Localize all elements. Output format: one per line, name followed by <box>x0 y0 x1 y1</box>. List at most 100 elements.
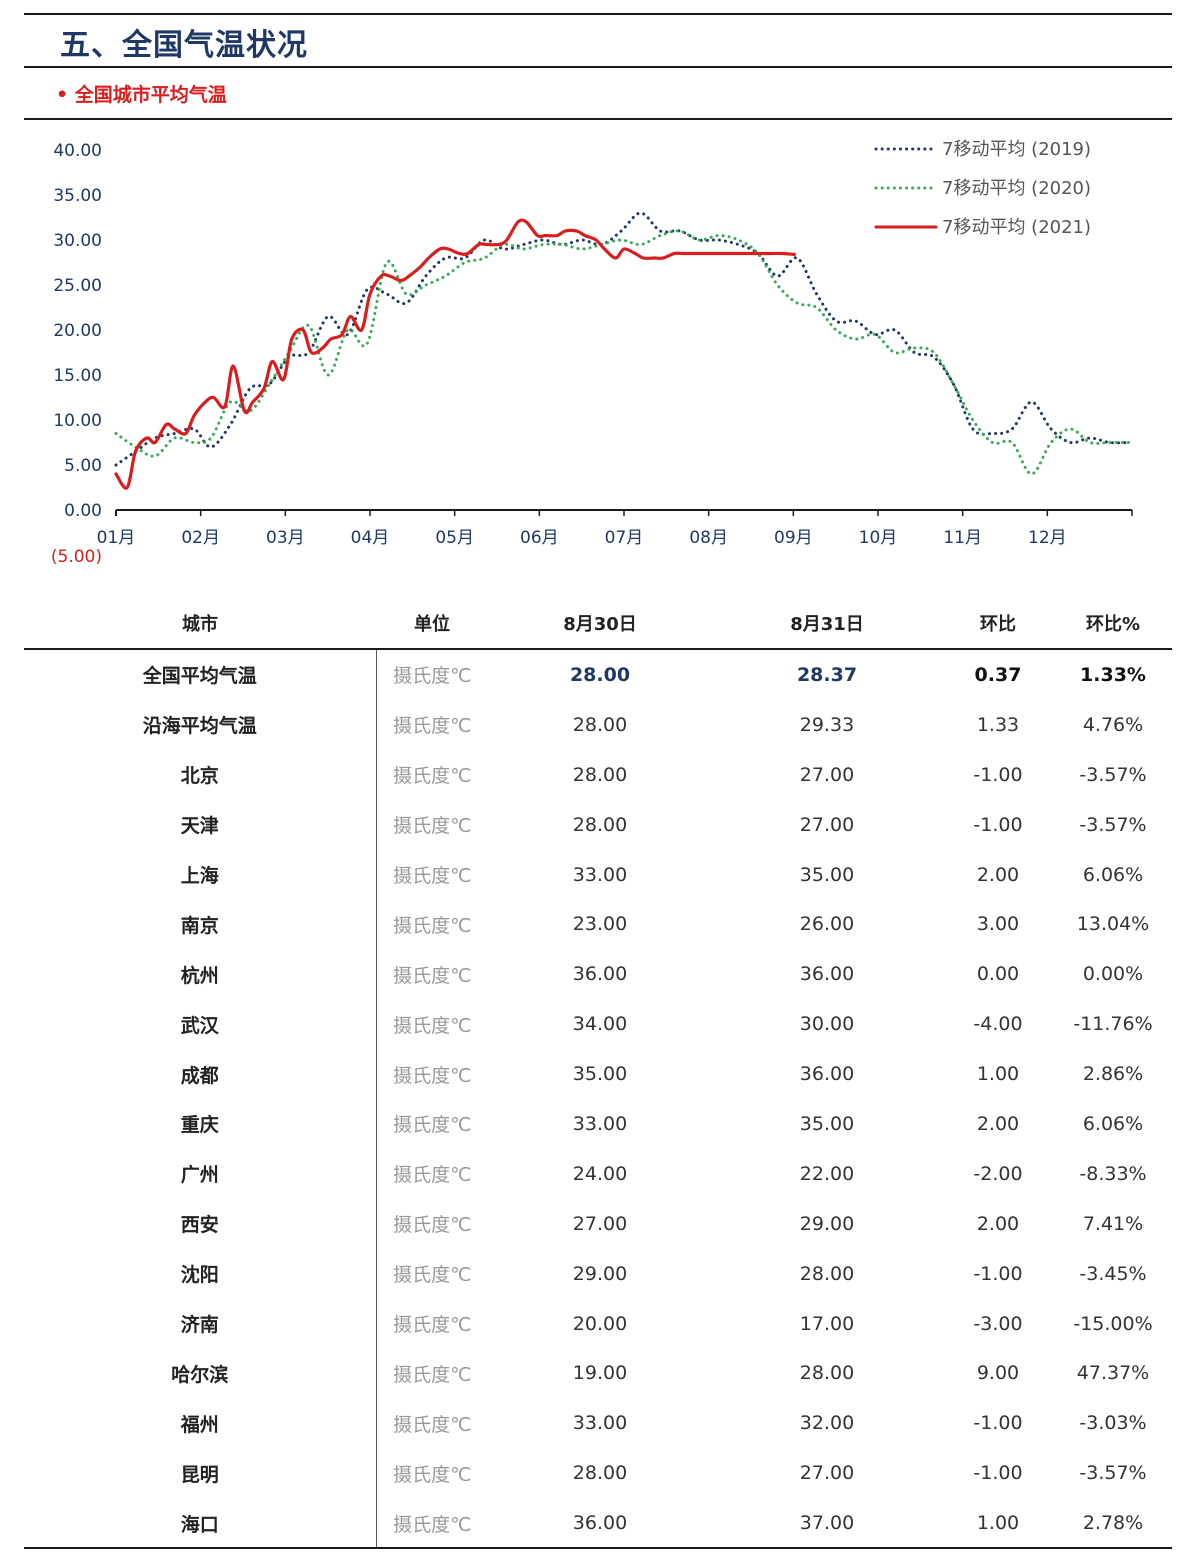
change-value: 2.00 <box>976 1212 1020 1235</box>
unit-cell: 摄氏度℃ <box>375 649 488 700</box>
aug30-value: 33.00 <box>572 1412 628 1435</box>
aug30-value: 35.00 <box>572 1063 628 1086</box>
table-row: 昆明 摄氏度℃ 28.00 27.00 -1.00 -3.57% <box>24 1448 1172 1499</box>
x-tick-label: 09月 <box>774 528 813 548</box>
chart-subtitle: • 全国城市平均气温 <box>56 84 227 106</box>
change-pct-value: 47.37% <box>1076 1362 1150 1385</box>
change-value: -3.00 <box>973 1312 1023 1335</box>
x-tick-label: 06月 <box>520 528 559 548</box>
aug30-value: 27.00 <box>572 1212 628 1235</box>
unit-cell: 摄氏度℃ <box>375 849 488 900</box>
change-value: 1.00 <box>976 1512 1020 1535</box>
aug31-value: 28.37 <box>796 663 858 686</box>
x-tick-label: 07月 <box>605 528 644 548</box>
series-2020-line <box>114 229 1131 476</box>
legend-item-2020: 7移动平均 (2020) <box>942 178 1091 199</box>
aug31-value: 37.00 <box>799 1512 855 1535</box>
city-name: 西安 <box>180 1214 219 1237</box>
legend-item-2019: 7移动平均 (2019) <box>942 139 1091 160</box>
table-row: 北京 摄氏度℃ 28.00 27.00 -1.00 -3.57% <box>24 749 1172 800</box>
city-name: 全国平均气温 <box>142 665 257 688</box>
aug30-value: 33.00 <box>572 863 628 886</box>
aug30-value: 28.00 <box>572 813 628 836</box>
city-name: 海口 <box>180 1513 219 1536</box>
unit-cell: 摄氏度℃ <box>375 1448 488 1499</box>
table-row: 天津 摄氏度℃ 28.00 27.00 -1.00 -3.57% <box>24 799 1172 850</box>
table-row: 成都 摄氏度℃ 35.00 36.00 1.00 2.86% <box>24 1049 1172 1100</box>
aug30-value: 28.00 <box>569 663 631 686</box>
city-name: 哈尔滨 <box>171 1363 229 1386</box>
table-row: 杭州 摄氏度℃ 36.00 36.00 0.00 0.00% <box>24 949 1172 1000</box>
change-pct-value: -3.03% <box>1079 1412 1147 1435</box>
aug31-value: 32.00 <box>799 1412 855 1435</box>
city-name: 昆明 <box>180 1463 219 1486</box>
aug31-value: 28.00 <box>799 1362 855 1385</box>
title-underline <box>24 66 1172 68</box>
change-pct-value: -3.57% <box>1079 813 1147 836</box>
change-value: -1.00 <box>973 1462 1023 1485</box>
aug31-value: 30.00 <box>799 1013 855 1036</box>
unit-cell: 摄氏度℃ <box>375 1099 488 1149</box>
aug30-value: 20.00 <box>572 1312 628 1335</box>
change-value: 3.00 <box>976 913 1020 936</box>
chart-top-rule <box>24 118 1172 120</box>
y-tick-label: 10.00 <box>53 411 102 431</box>
change-pct-value: 4.76% <box>1082 713 1144 736</box>
aug31-value: 35.00 <box>799 863 855 886</box>
y-tick-label: 15.00 <box>53 366 102 386</box>
change-pct-value: -3.57% <box>1079 1462 1147 1485</box>
city-temperature-table: 城市 单位 8月30日 8月31日 环比 环比% 全国平均气温 摄氏度℃ 28.00… <box>24 598 1172 1549</box>
table-row: 南京 摄氏度℃ 23.00 26.00 3.00 13.04% <box>24 899 1172 950</box>
change-value: -1.00 <box>973 763 1023 786</box>
city-name: 上海 <box>180 865 219 887</box>
change-value: -4.00 <box>973 1013 1023 1036</box>
aug30-value: 28.00 <box>572 1462 628 1485</box>
y-tick-label: 30.00 <box>53 231 102 251</box>
header-city: 城市 <box>24 598 376 650</box>
change-value: -1.00 <box>973 813 1023 836</box>
city-name: 沈阳 <box>180 1264 219 1287</box>
unit-cell: 摄氏度℃ <box>375 999 488 1050</box>
aug30-value: 36.00 <box>572 1512 628 1535</box>
table-row: 广州 摄氏度℃ 24.00 22.00 -2.00 -8.33% <box>24 1148 1172 1199</box>
x-tick-label: 10月 <box>859 528 898 548</box>
change-pct-value: 2.86% <box>1082 1063 1144 1086</box>
city-name: 重庆 <box>180 1114 219 1137</box>
aug30-value: 33.00 <box>572 1112 628 1135</box>
table-bottom-rule <box>24 1547 1172 1549</box>
table-row: 全国平均气温 摄氏度℃ 28.00 28.37 0.37 1.33% <box>24 649 1172 700</box>
change-pct-value: -3.45% <box>1079 1262 1147 1285</box>
unit-cell: 摄氏度℃ <box>375 1198 488 1249</box>
unit-cell: 摄氏度℃ <box>375 1148 488 1199</box>
unit-cell: 摄氏度℃ <box>375 1498 488 1549</box>
y-negative-label: (5.00) <box>51 547 102 567</box>
x-tick-label: 02月 <box>181 528 220 548</box>
x-tick-label: 11月 <box>943 528 982 548</box>
x-tick-label: 04月 <box>351 528 390 548</box>
y-tick-label: 35.00 <box>53 186 102 206</box>
city-name: 广州 <box>180 1164 219 1187</box>
table-row: 武汉 摄氏度℃ 34.00 30.00 -4.00 -11.76% <box>24 999 1172 1050</box>
change-value: -2.00 <box>973 1162 1023 1185</box>
unit-cell: 摄氏度℃ <box>375 1049 488 1100</box>
city-name: 武汉 <box>180 1014 219 1037</box>
change-pct-value: 13.04% <box>1076 913 1150 936</box>
y-tick-label: 20.00 <box>53 321 102 341</box>
aug31-value: 17.00 <box>799 1312 855 1335</box>
unit-cell: 摄氏度℃ <box>375 1398 488 1449</box>
aug31-value: 36.00 <box>799 963 855 986</box>
aug31-value: 26.00 <box>799 913 855 936</box>
city-name: 成都 <box>180 1064 219 1087</box>
city-name: 济南 <box>180 1314 219 1337</box>
series-2021-line <box>114 218 796 490</box>
unit-cell: 摄氏度℃ <box>375 1348 488 1399</box>
aug30-value: 28.00 <box>572 763 628 786</box>
change-pct-value: 0.00% <box>1082 963 1144 986</box>
series-2019-line <box>114 211 1131 467</box>
x-tick-label: 05月 <box>435 528 474 548</box>
city-name: 南京 <box>180 914 219 937</box>
change-value: -1.00 <box>973 1412 1023 1435</box>
legend-item-2021: 7移动平均 (2021) <box>942 217 1091 238</box>
aug30-value: 34.00 <box>572 1013 628 1036</box>
change-value: 0.37 <box>974 663 1022 686</box>
